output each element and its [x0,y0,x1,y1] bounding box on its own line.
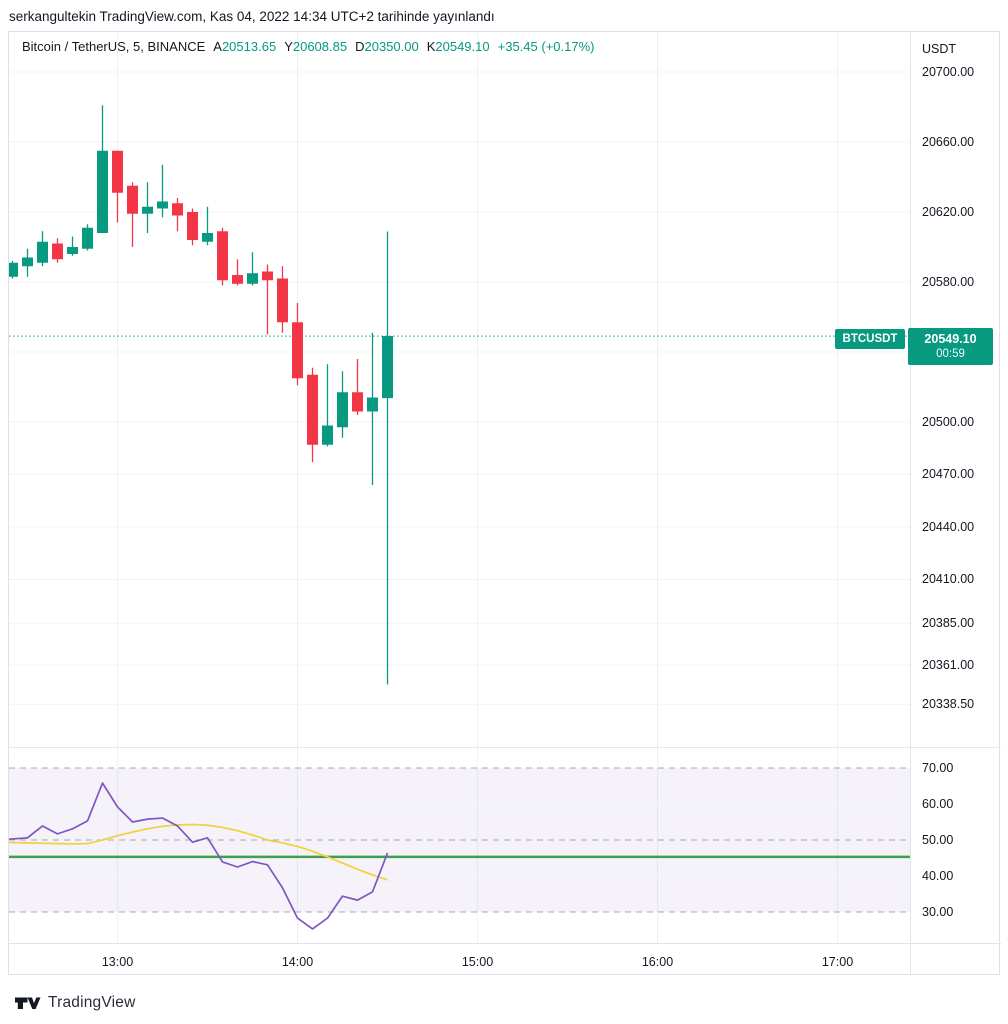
price-tick-label: 20700.00 [922,64,975,79]
candle-body [82,227,93,249]
rsi-tick-label: 70.00 [922,760,954,775]
currency-label: USDT [922,42,957,56]
price-tick-label: 20660.00 [922,134,975,149]
tradingview-logo-icon [15,997,41,1009]
time-axis-border [8,943,1001,944]
legend-ohlc-value: 20608.85 [292,39,348,54]
price-axis-border [910,31,911,975]
price-tick-label: 20620.00 [922,204,975,219]
candle-body [172,203,183,216]
candle-body [337,392,348,428]
legend-symbol[interactable]: Bitcoin / TetherUS, 5, BINANCE [22,39,206,54]
legend-ohlc-key: Y [284,39,293,54]
rsi-line[interactable] [0,782,389,930]
legend-ohlc-value: 20513.65 [221,39,277,54]
candle-body [9,262,18,277]
legend-ohlc-value: 20549.10 [435,39,490,54]
legend-ohlc-key: D [355,39,365,54]
candle-body [97,150,108,233]
tradingview-logo-text: TradingView [48,994,136,1011]
chart-legend[interactable]: Bitcoin / TetherUS, 5, BINANCE A20513.65 Y… [22,39,594,55]
price-badge[interactable]: 20549.10 00:59 [908,328,993,365]
price-tick-label: 20470.00 [922,467,975,481]
candle-body [307,374,318,445]
price-badge-value: 20549.10 [924,332,977,346]
candle-body [322,425,333,445]
legend-change: +35.45 (+0.17%) [497,39,595,54]
price-tick-label: 20410.00 [922,572,975,586]
candle-body [37,241,48,263]
time-tick-label: 17:00 [821,955,854,969]
time-tick-label: 15:00 [461,955,494,969]
rsi-tick-label: 40.00 [922,868,954,883]
rsi-tick-label: 30.00 [922,904,954,919]
legend-ohlc-key: K [426,39,436,54]
candle-body [187,212,198,240]
price-tick-label: 20580.00 [922,274,975,289]
candle-body [22,257,33,267]
candle-body [0,263,3,275]
chart-widget [8,31,1000,975]
rsi-tick-label: 60.00 [922,796,954,811]
tradingview-logo[interactable]: TradingView [14,994,136,1012]
candle-body [67,247,78,254]
candle-body [382,336,393,399]
candle-body [367,397,378,412]
rsi-tick-label: 50.00 [922,832,954,847]
time-tick-label: 14:00 [281,955,314,969]
candle-body [112,150,123,193]
legend-ohlc-key: A [213,39,222,54]
candle-body [247,273,258,284]
candle-body [52,243,63,260]
price-tick-label: 20440.00 [922,519,975,534]
candle-body [127,185,138,214]
price-badge-symbol[interactable]: BTCUSDT [835,329,905,349]
time-tick-label: 16:00 [641,955,674,969]
price-badge-countdown: 00:59 [936,348,965,360]
legend-ohlc-value: 20350.00 [364,39,419,54]
candle-body [217,231,228,281]
candle-body [262,271,273,281]
price-tick-label: 20500.00 [922,414,975,429]
candle-body [202,233,213,242]
candle-body [142,206,153,214]
plot-area[interactable] [0,32,910,943]
candle-body [277,278,288,323]
rsi-ma-line[interactable] [0,823,388,881]
price-tick-label: 20338.50 [922,697,975,712]
time-tick-label: 13:00 [101,955,134,969]
price-tick-label: 20385.00 [922,615,975,630]
attribution-text: serkangultekin TradingView.com, Kas 04, … [9,9,495,24]
candle-body [232,275,243,284]
price-tick-label: 20361.00 [922,657,975,672]
candle-body [157,201,168,209]
candle-body [292,322,303,379]
pane-divider[interactable] [8,747,1001,748]
candle-body [352,392,363,412]
